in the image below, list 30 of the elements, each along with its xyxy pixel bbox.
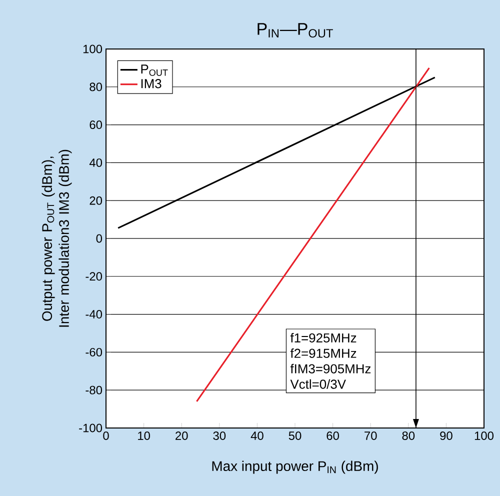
y-tick-label: 60 xyxy=(90,120,102,130)
x-tick-label: 30 xyxy=(213,432,226,440)
x-tick-label: 10 xyxy=(138,432,150,440)
y-tick-label: 100 xyxy=(83,44,102,54)
y-tick-label: -100 xyxy=(79,424,102,432)
y-tick-label: -80 xyxy=(86,386,102,394)
x-tick-label: 20 xyxy=(176,432,188,440)
x-tick-label: 80 xyxy=(402,432,415,440)
x-tick-label: 90 xyxy=(440,432,452,440)
annotation: f2=915MHz xyxy=(290,348,356,358)
x-tick-label: 50 xyxy=(288,432,302,440)
legend-label: IM3 xyxy=(141,79,162,88)
chart-title: P$_{IN}$—P$_{OUT}$ xyxy=(258,23,333,38)
x-tick-label: 40 xyxy=(250,432,264,440)
y-tick-label: 80 xyxy=(90,82,102,92)
y-tick-label: 40 xyxy=(89,158,102,167)
x-tick-label: 0 xyxy=(103,432,109,440)
y-tick-label: -40 xyxy=(86,310,102,319)
annotation: f1=925MHz xyxy=(290,332,356,342)
y-tick-label: -20 xyxy=(86,272,102,281)
y-tick-label: -60 xyxy=(86,348,102,356)
annotation: Vctl=0/3V xyxy=(290,379,346,389)
y-tick-label: 20 xyxy=(90,196,102,205)
y-tick-label: 0 xyxy=(96,234,102,243)
x-axis-title: Max input power P$_{IN}$ (dBm) xyxy=(212,460,378,474)
x-tick-label: 70 xyxy=(364,432,377,440)
x-tick-label: 100 xyxy=(474,432,494,440)
x-tick-label: 60 xyxy=(326,432,339,440)
legend-label: P$_{OUT}$ xyxy=(141,64,168,76)
annotation: fIM3=905MHz xyxy=(290,364,371,374)
